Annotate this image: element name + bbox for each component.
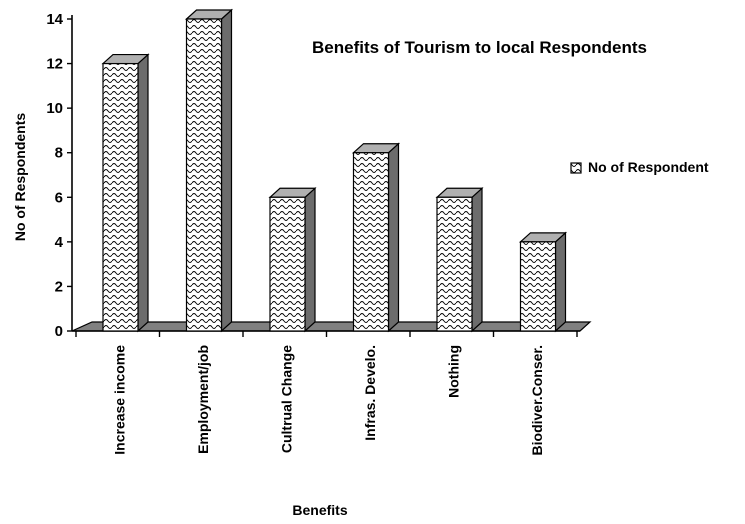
x-axis-title: Benefits	[292, 502, 347, 518]
bar-side-face	[304, 186, 316, 333]
x-tick-label: Infras. Develo.	[362, 345, 378, 441]
bar-front-face	[269, 196, 306, 332]
bar-side-face	[554, 231, 567, 333]
plot-area: 0 2 4 6 8 10 12 14 Increase income Employment/job…	[46, 8, 592, 455]
bar	[101, 53, 150, 333]
y-tick-label: 10	[46, 100, 63, 117]
bar	[518, 231, 568, 333]
y-tick-label: 14	[46, 11, 63, 28]
x-tick-label: Employment/job	[195, 345, 211, 454]
bar-front-face	[102, 62, 139, 332]
bar-side-face	[137, 53, 149, 333]
legend-swatch	[570, 162, 582, 174]
chart-floor	[71, 321, 592, 332]
bar-front-face	[436, 196, 473, 332]
y-tick-label: 0	[55, 323, 63, 340]
y-tick-label: 4	[55, 234, 64, 251]
legend-label: No of Respondent	[588, 159, 709, 175]
bar	[184, 8, 234, 333]
bar-front-face	[185, 18, 223, 332]
x-tick-label: Biodiver.Conser.	[529, 345, 545, 455]
y-tick-label: 6	[55, 189, 63, 206]
y-tick-label: 8	[55, 145, 63, 162]
bar-side-face	[220, 8, 233, 333]
y-axis-title: No of Respondents	[12, 113, 28, 242]
chart-title: Benefits of Tourism to local Respondents	[312, 38, 647, 57]
bar-front-face	[519, 241, 557, 332]
bar-front-face	[352, 152, 390, 332]
x-tick-label: Nothing	[446, 345, 462, 398]
bar-side-face	[471, 186, 483, 333]
y-tick-label: 12	[46, 56, 63, 73]
bar	[351, 142, 401, 333]
bar	[435, 186, 484, 333]
bar-side-face	[387, 142, 400, 333]
bar	[268, 186, 317, 333]
legend: No of Respondent	[570, 159, 709, 175]
x-tick-label: Increase income	[112, 345, 128, 455]
y-tick-label: 2	[55, 278, 63, 295]
x-tick-label: Cultrual Change	[279, 345, 295, 453]
